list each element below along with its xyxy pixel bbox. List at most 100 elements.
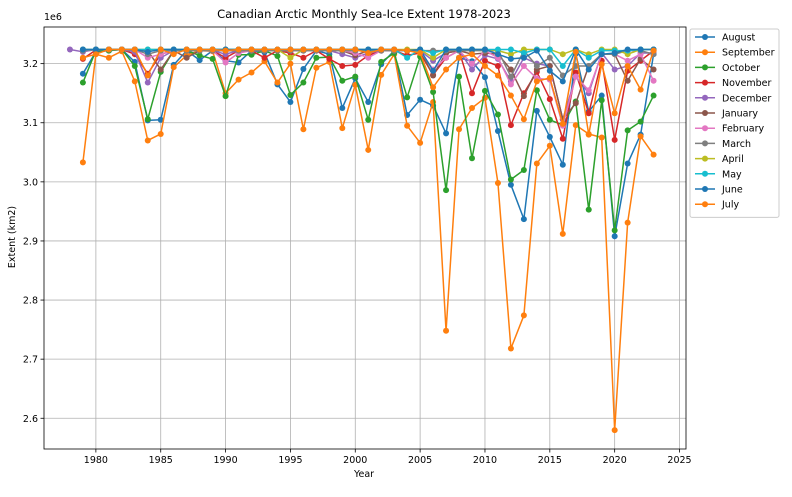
data-point: [520, 312, 527, 319]
data-point: [507, 73, 514, 80]
data-point: [235, 76, 242, 83]
legend-item: April: [695, 154, 744, 165]
data-point: [520, 54, 527, 61]
series-august: [79, 46, 657, 240]
x-tick-label: 2010: [473, 455, 497, 466]
data-point: [624, 160, 631, 167]
data-point: [624, 63, 631, 70]
data-point: [430, 50, 437, 57]
data-point: [300, 54, 307, 61]
data-point: [520, 216, 527, 223]
data-point: [533, 87, 540, 94]
legend-label: December: [722, 93, 771, 104]
data-point: [157, 130, 164, 137]
data-point: [507, 81, 514, 88]
data-point: [481, 63, 488, 70]
data-point: [520, 50, 527, 57]
data-point: [585, 66, 592, 73]
data-point: [274, 52, 281, 59]
legend-label: November: [722, 78, 772, 89]
data-point: [417, 96, 424, 103]
data-point: [339, 46, 346, 53]
data-point: [365, 99, 372, 106]
data-point: [365, 50, 372, 57]
data-point: [624, 46, 631, 53]
legend-marker: [702, 155, 708, 162]
data-point: [326, 46, 333, 53]
data-point: [144, 72, 151, 79]
data-point: [520, 63, 527, 70]
data-point: [144, 116, 151, 123]
data-point: [248, 51, 255, 58]
data-point: [430, 72, 437, 79]
data-point: [287, 99, 294, 106]
data-point: [559, 63, 566, 70]
data-point: [378, 46, 385, 53]
legend-label: June: [721, 185, 743, 196]
legend-marker: [702, 94, 708, 101]
data-point: [494, 46, 501, 53]
y-tick-label: 3.2: [23, 59, 38, 70]
data-point: [598, 51, 605, 58]
data-point: [118, 46, 125, 53]
data-point: [507, 51, 514, 58]
data-point: [339, 63, 346, 70]
legend-label: July: [721, 200, 739, 211]
x-tick-label: 2005: [408, 455, 432, 466]
data-point: [443, 46, 450, 53]
legend-item: February: [695, 124, 764, 135]
legend-label: February: [722, 124, 764, 135]
data-point: [469, 90, 475, 97]
data-point: [79, 46, 86, 53]
legend-label: May: [722, 169, 742, 180]
data-point: [469, 60, 475, 67]
data-point: [287, 46, 294, 53]
data-point: [196, 52, 203, 59]
data-point: [248, 69, 255, 76]
data-point: [144, 48, 151, 55]
data-point: [131, 46, 138, 53]
x-tick-label: 2000: [343, 455, 367, 466]
data-point: [637, 133, 644, 140]
data-point: [144, 79, 151, 86]
data-point: [585, 110, 592, 117]
legend-marker: [702, 140, 708, 147]
data-point: [404, 47, 411, 54]
data-point: [365, 146, 372, 153]
data-point: [170, 46, 177, 53]
data-point: [611, 227, 618, 234]
legend-label: September: [722, 48, 775, 59]
data-point: [274, 46, 281, 53]
data-point: [404, 94, 411, 101]
x-tick-label: 1995: [278, 455, 302, 466]
data-point: [494, 111, 501, 118]
data-point: [391, 46, 398, 53]
data-point: [469, 51, 475, 58]
data-point: [430, 67, 437, 74]
y-axis-label: Extent (km2): [7, 206, 18, 268]
data-point: [481, 87, 488, 94]
data-point: [170, 64, 177, 71]
data-point: [637, 46, 644, 53]
data-point: [209, 55, 216, 62]
data-point: [507, 345, 514, 352]
legend-marker: [702, 201, 708, 208]
legend-item: March: [695, 139, 751, 150]
data-point: [430, 54, 437, 61]
legend-item: December: [695, 93, 771, 104]
x-tick-label: 2025: [667, 455, 691, 466]
data-point: [404, 122, 411, 129]
legend-item: June: [695, 185, 743, 196]
data-point: [598, 61, 605, 68]
legend-box: [689, 28, 780, 218]
data-point: [300, 46, 307, 53]
y-tick-label: 2.7: [23, 355, 38, 366]
data-point: [546, 74, 553, 81]
data-point: [313, 46, 320, 53]
data-point: [572, 69, 579, 76]
data-point: [546, 142, 553, 149]
data-point: [313, 54, 320, 61]
legend-marker: [702, 170, 708, 177]
data-point: [650, 151, 657, 158]
